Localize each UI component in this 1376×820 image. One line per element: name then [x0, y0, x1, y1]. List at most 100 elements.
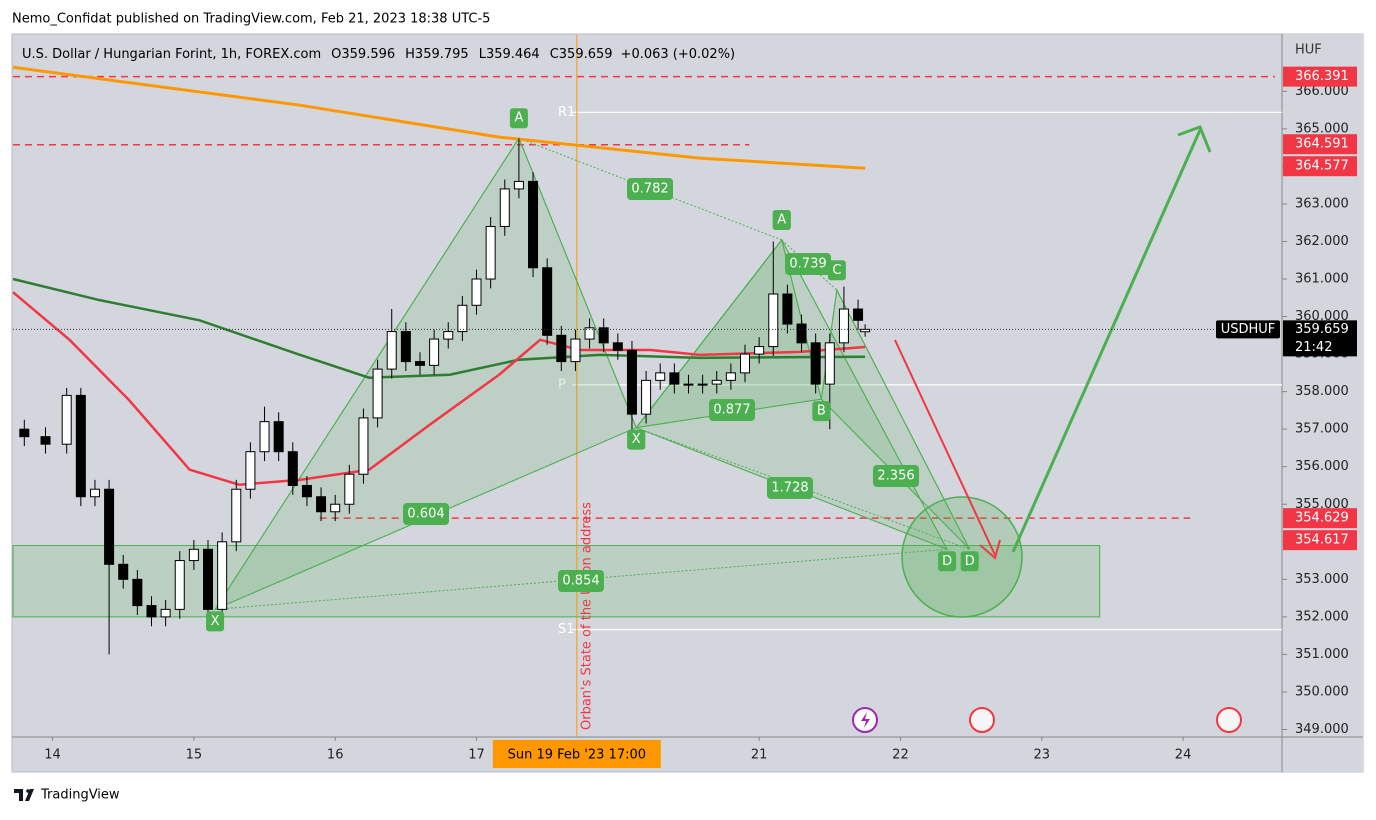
price-label-box: [1283, 134, 1357, 155]
candle-body: [429, 338, 440, 366]
crosshair-label: Sun 19 Feb '23 17:00: [508, 748, 646, 763]
ohlc-key: C: [550, 47, 559, 62]
candle-body: [853, 308, 864, 321]
candle-body: [570, 338, 581, 363]
y-tick-label: 357.000: [1295, 422, 1349, 437]
price-label: 364.577: [1295, 159, 1349, 174]
x-tick-label: 14: [44, 748, 61, 763]
y-tick-label: 360.000: [1295, 309, 1349, 324]
countdown: 21:42: [1295, 340, 1332, 355]
candle-body: [612, 342, 623, 351]
candle-body: [655, 372, 666, 381]
candle-body: [697, 383, 708, 386]
y-tick-label: 355.000: [1295, 497, 1349, 512]
price-label-box: [1283, 156, 1357, 177]
ratio: 0.782: [631, 182, 668, 197]
y-tick-label: 352.000: [1295, 609, 1349, 624]
y-tick-label: 350.000: [1295, 684, 1349, 699]
legend-title: U.S. Dollar / Hungarian Forint, 1h, FORE…: [22, 47, 321, 62]
candle-body: [556, 334, 567, 363]
y-tick-label: 358.000: [1295, 384, 1349, 399]
pattern-point-box: [960, 551, 979, 572]
candle-body: [443, 331, 454, 340]
y-tick-label: 361.000: [1295, 272, 1349, 287]
pattern-point: B: [817, 404, 826, 419]
ohlc-value: 359.659: [559, 47, 613, 62]
publisher: Nemo_Confidat published on TradingView.c…: [12, 12, 490, 27]
candle-body: [400, 331, 411, 363]
price-label: 364.591: [1295, 137, 1349, 152]
lightning: [861, 712, 870, 728]
symbol: USDHUF: [1221, 322, 1276, 337]
candle-body: [683, 383, 694, 386]
ratio-box: [709, 399, 755, 421]
candle-body: [513, 180, 524, 190]
price-label: 366.391: [1295, 69, 1349, 84]
ratio-box: [873, 465, 919, 487]
candle-body: [188, 548, 199, 562]
x-tick-label: 22: [892, 748, 909, 763]
change: +0.063 (+0.02%): [621, 47, 736, 62]
ratio-box: [785, 253, 831, 275]
candle-body: [725, 372, 736, 381]
candle-body: [669, 372, 680, 385]
candle-body: [485, 225, 496, 280]
candle-body: [160, 608, 171, 618]
y-tick-label: 363.000: [1295, 196, 1349, 211]
candle-body: [796, 323, 807, 344]
candle-body: [301, 484, 312, 498]
flag-icon[interactable]: [969, 707, 995, 733]
pattern-point: D: [942, 554, 952, 569]
brand: TradingView: [40, 788, 120, 803]
candle-body: [754, 346, 765, 355]
candle-body: [61, 394, 72, 445]
layer-main: [12, 65, 871, 655]
pivot-label: P: [558, 377, 566, 392]
candle-body: [499, 188, 510, 227]
event-label: Orban's State of the Union address: [579, 502, 594, 730]
pattern-diagonal: [215, 548, 948, 610]
ratio-box: [627, 178, 673, 200]
ratio: 0.739: [789, 257, 826, 272]
candle-body: [203, 548, 214, 610]
candle-body: [89, 488, 100, 498]
candle-body: [344, 473, 355, 505]
candle-body: [316, 496, 327, 513]
price-label-box: [1283, 530, 1357, 551]
ratio-box: [558, 570, 604, 592]
ratio: 0.854: [562, 574, 599, 589]
last-price-box: [1283, 320, 1357, 357]
pattern-point: C: [832, 263, 841, 278]
ohlc-value: 359.795: [415, 47, 469, 62]
x-tick-label: 16: [327, 748, 344, 763]
candle-body: [273, 421, 284, 453]
pattern-point: D: [965, 554, 975, 569]
candle-body: [259, 421, 270, 453]
candle-body: [768, 293, 779, 348]
symbol-box: [1216, 320, 1280, 339]
pattern-point: X: [632, 432, 641, 447]
ohlc-key: H: [405, 47, 415, 62]
candle-body: [824, 342, 835, 385]
ratio-box: [767, 477, 813, 499]
candle-body: [584, 327, 595, 340]
moving-average: [12, 291, 866, 486]
ratio: 0.877: [713, 403, 750, 418]
green-arrow: [1011, 125, 1212, 553]
x-tick-label: 21: [751, 748, 768, 763]
price-label: 354.617: [1295, 533, 1349, 548]
y-tick-label: 351.000: [1295, 647, 1349, 662]
pattern-point: A: [777, 212, 786, 227]
candle-body: [542, 267, 553, 336]
ratio-box: [403, 503, 449, 525]
flag-icon[interactable]: [1216, 707, 1242, 733]
candle-body: [372, 368, 383, 419]
candle-body: [75, 394, 86, 498]
candle-body: [528, 180, 539, 269]
candle-body: [782, 293, 793, 325]
candle-body: [711, 379, 722, 385]
pivot-label: S1: [558, 622, 575, 637]
candle-body: [146, 605, 157, 618]
y-tick-label: 365.000: [1295, 121, 1349, 136]
